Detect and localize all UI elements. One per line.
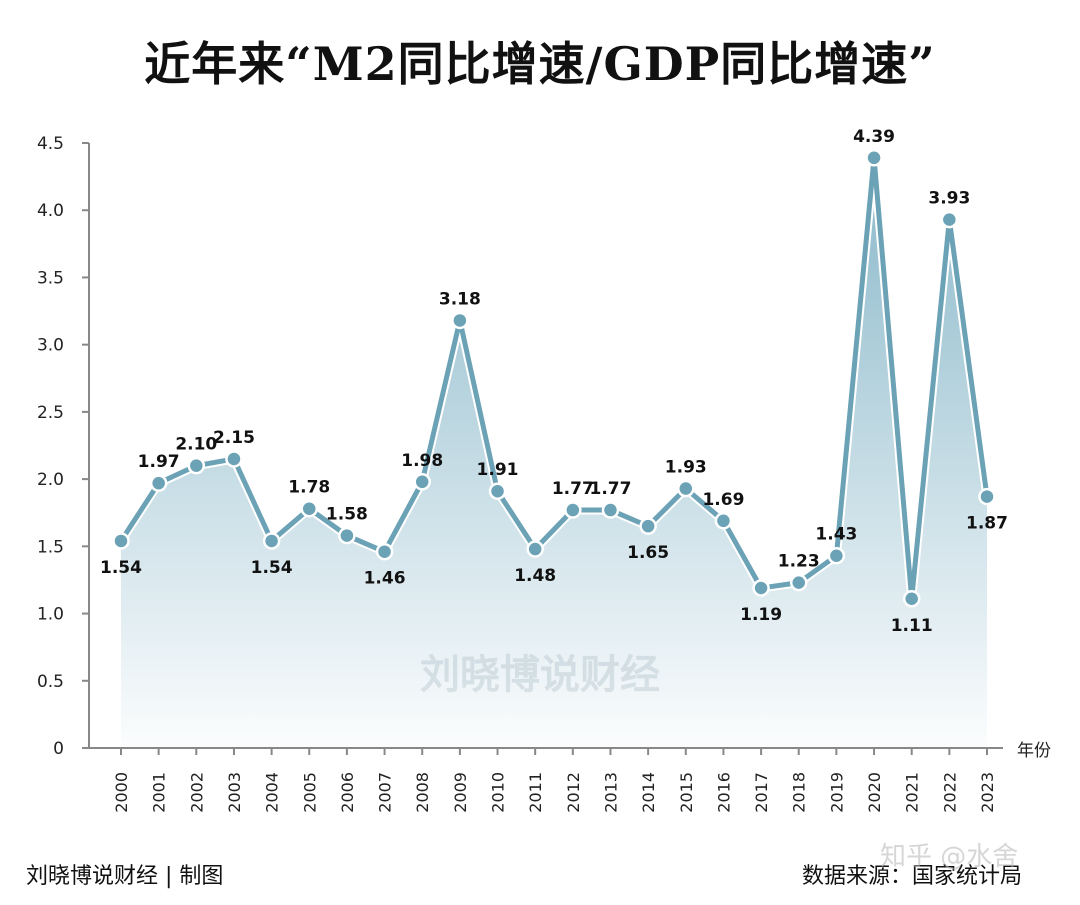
x-tick-label: 2016 <box>714 772 733 813</box>
x-tick-label: 2008 <box>413 772 432 813</box>
data-point <box>526 540 544 558</box>
x-tick-label: 2014 <box>639 772 658 813</box>
x-tick-label: 2005 <box>300 772 319 813</box>
data-label: 4.39 <box>853 127 895 147</box>
data-point <box>225 450 243 468</box>
chart-title: 近年来“M2同比增速/GDP同比增速” <box>144 37 936 91</box>
data-point <box>262 532 281 550</box>
y-tick-label: 2.5 <box>37 403 64 423</box>
data-point <box>338 526 356 545</box>
x-tick-label: 2019 <box>827 772 846 813</box>
data-label: 2.15 <box>213 428 255 448</box>
y-tick-label: 0.5 <box>37 672 64 692</box>
y-tick-label: 2.0 <box>37 470 64 490</box>
x-tick-label: 2018 <box>790 772 809 813</box>
data-label: 1.91 <box>477 460 519 480</box>
area-fill <box>121 157 987 749</box>
data-point <box>300 499 319 518</box>
data-point <box>564 501 582 519</box>
data-label: 1.58 <box>326 505 368 525</box>
data-point <box>789 573 808 592</box>
data-label: 1.23 <box>778 552 820 572</box>
data-point <box>451 311 469 330</box>
x-tick-label: 2010 <box>489 772 508 813</box>
data-point <box>413 473 431 491</box>
data-point <box>112 532 130 550</box>
data-point <box>488 482 507 500</box>
y-tick-label: 1.5 <box>37 537 64 557</box>
data-label: 1.65 <box>627 543 669 563</box>
x-tick-label: 2020 <box>865 772 884 813</box>
x-axis-label: 年份 <box>1017 741 1051 761</box>
data-label: 3.93 <box>928 189 970 209</box>
x-tick-label: 2000 <box>112 772 131 813</box>
x-tick-label: 2021 <box>903 772 922 813</box>
y-tick-label: 4.5 <box>37 134 64 154</box>
data-label: 1.48 <box>514 566 556 586</box>
x-tick-label: 2004 <box>263 772 282 813</box>
data-label: 1.43 <box>815 525 857 545</box>
y-tick-label: 4.0 <box>37 201 64 221</box>
data-point <box>940 210 959 229</box>
data-point <box>601 501 620 519</box>
data-label: 1.54 <box>251 558 293 578</box>
x-tick-label: 2013 <box>601 772 620 813</box>
x-tick-label: 2022 <box>940 772 959 813</box>
data-label: 1.77 <box>552 479 594 499</box>
x-tick-label: 2009 <box>451 772 470 813</box>
data-point <box>978 487 996 506</box>
data-point <box>902 590 921 608</box>
data-label: 1.97 <box>138 452 180 472</box>
data-point <box>639 517 657 535</box>
data-label: 1.78 <box>288 478 330 498</box>
data-point <box>375 542 394 561</box>
data-point <box>714 512 733 530</box>
data-label: 1.87 <box>966 514 1008 534</box>
data-label: 1.98 <box>401 451 443 471</box>
footer-credit: 刘晓博说财经 | 制图 <box>26 864 224 889</box>
x-tick-label: 2002 <box>187 772 206 813</box>
data-point <box>827 546 846 565</box>
data-label: 1.11 <box>891 616 933 636</box>
data-label: 1.69 <box>702 490 744 510</box>
data-label: 1.93 <box>665 458 707 478</box>
x-tick-label: 2007 <box>376 772 395 813</box>
platform-watermark: 知乎 @水舍 <box>880 842 1019 872</box>
x-tick-label: 2012 <box>564 772 583 813</box>
footer-source: 数据来源：国家统计局 <box>802 864 1023 889</box>
data-label: 1.19 <box>740 605 782 625</box>
x-tick-label: 2017 <box>752 772 771 813</box>
y-tick-label: 1.0 <box>37 605 64 625</box>
x-tick-label: 2003 <box>225 772 244 813</box>
x-tick-label: 2023 <box>978 772 997 813</box>
series-line <box>118 155 990 602</box>
y-tick-label: 3.5 <box>37 268 64 288</box>
x-tick-label: 2015 <box>677 772 696 813</box>
data-point <box>149 474 168 492</box>
data-point <box>677 479 695 498</box>
y-tick-label: 3.0 <box>37 336 64 356</box>
data-label: 3.18 <box>439 289 481 309</box>
data-label: 1.54 <box>100 558 142 578</box>
data-point <box>187 456 206 475</box>
x-tick-label: 2011 <box>526 772 545 813</box>
x-tick-label: 2006 <box>338 772 357 813</box>
data-label: 1.46 <box>364 569 406 589</box>
data-point <box>865 149 883 167</box>
y-tick-label: 0 <box>53 739 64 759</box>
data-label: 1.77 <box>590 479 632 499</box>
data-point <box>752 579 770 597</box>
data-label: 2.10 <box>175 435 217 455</box>
x-tick-label: 2001 <box>150 772 169 813</box>
